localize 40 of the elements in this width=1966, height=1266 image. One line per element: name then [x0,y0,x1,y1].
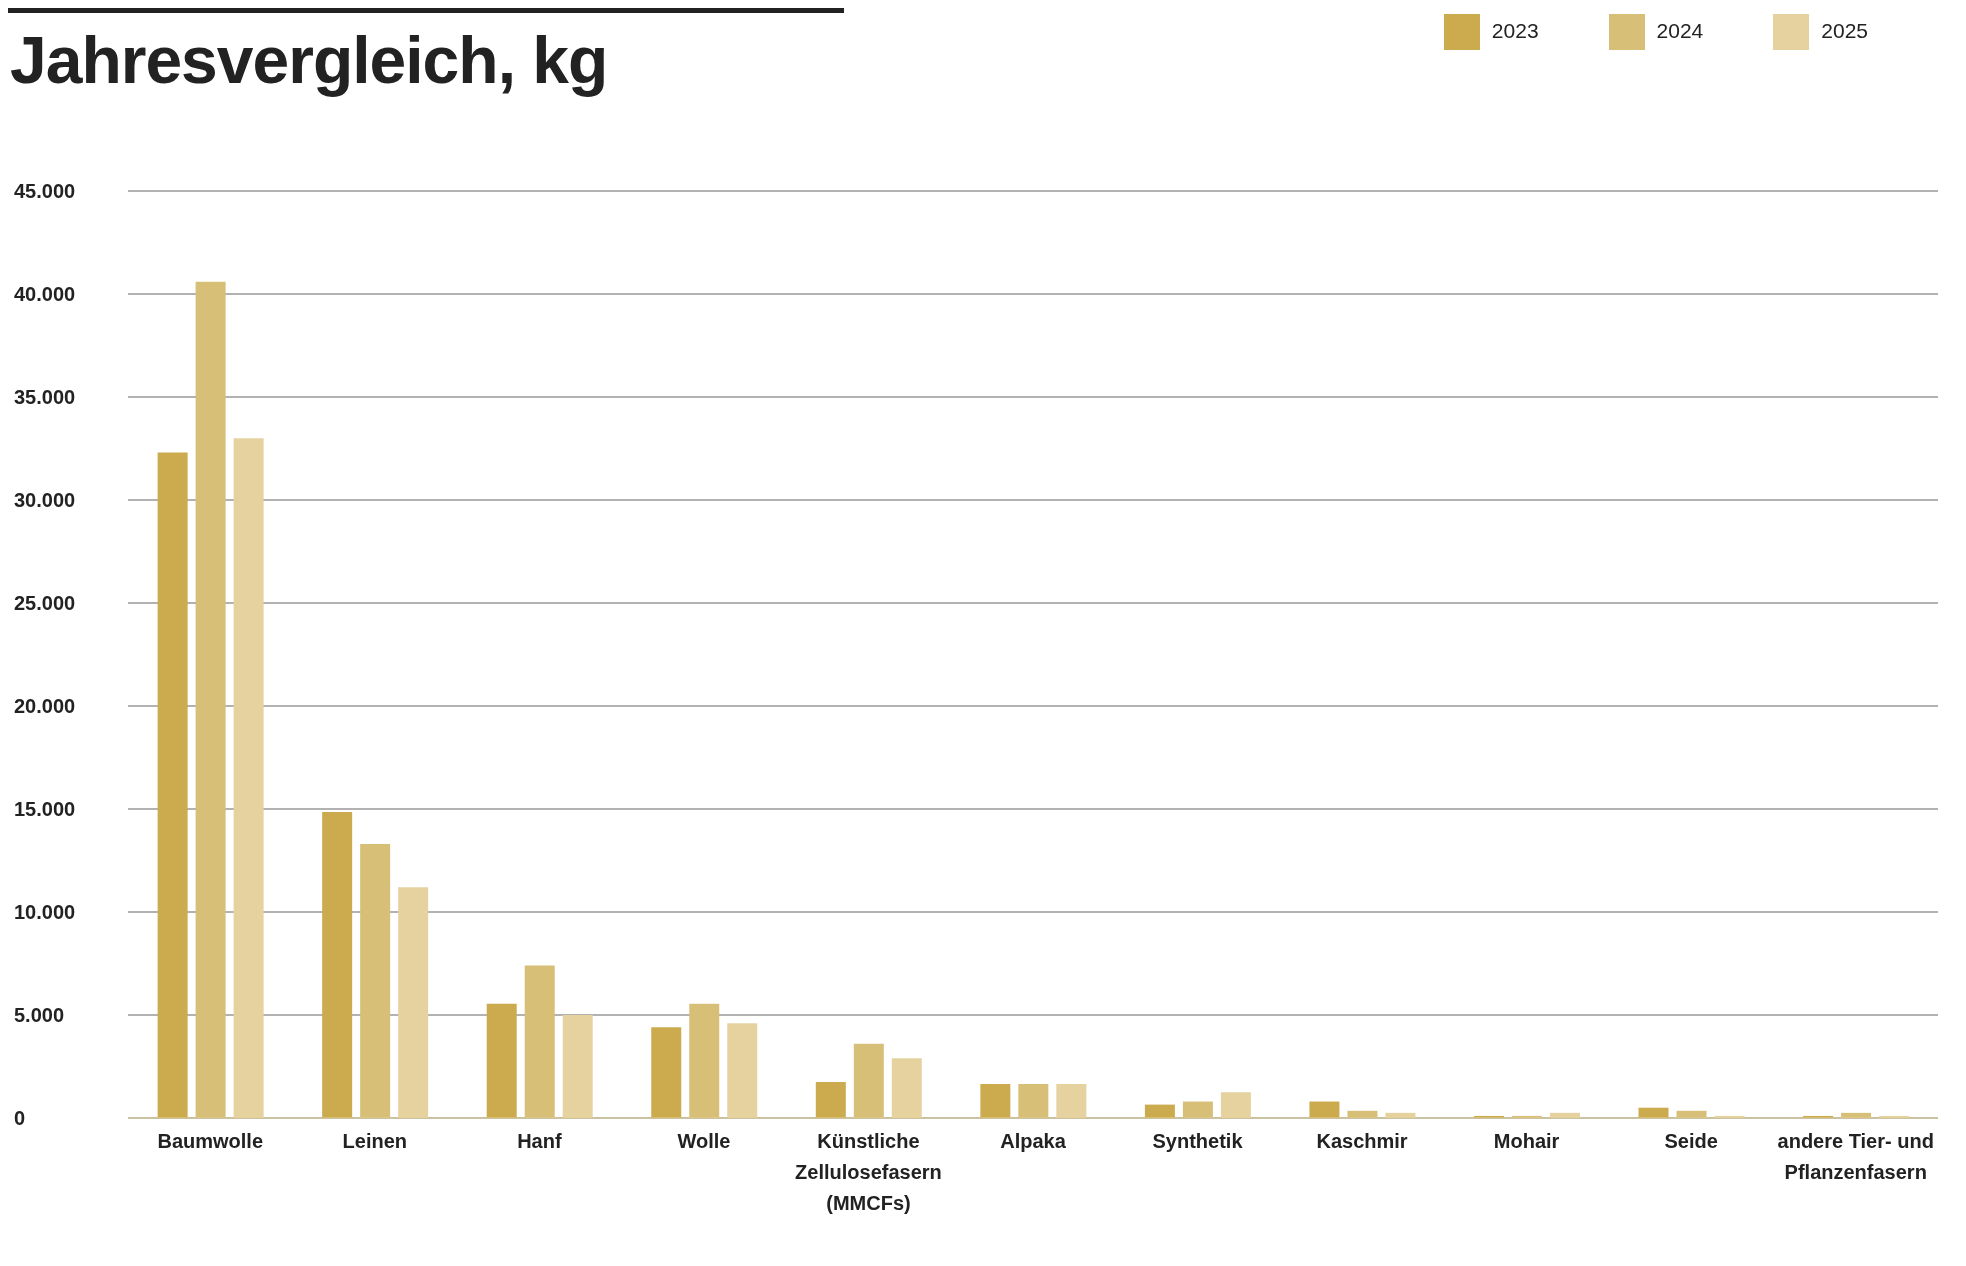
x-tick-label: Leinen [342,1130,408,1152]
bar [486,1003,517,1118]
legend-label: 2023 [1491,18,1539,42]
bar [853,1043,884,1118]
y-tick-label: 10.000 [14,901,76,924]
y-tick-label: 20.000 [14,695,76,718]
bar [1182,1101,1213,1118]
bar [651,1027,682,1118]
x-tick-label: Seide [1664,1130,1718,1152]
x-tick-label: Alpaka [1000,1130,1067,1152]
y-tick-label: 25.000 [14,592,76,615]
y-tick-label: 45.000 [14,180,76,203]
bar [524,965,555,1118]
bar [980,1084,1011,1118]
bar [322,812,353,1118]
bar [1018,1084,1049,1118]
y-tick-label: 15.000 [14,798,76,821]
legend-label: 2025 [1821,18,1868,42]
y-tick-label: 35.000 [14,386,76,409]
legend-label: 2024 [1656,18,1704,42]
bar [689,1003,720,1118]
bar [1309,1101,1340,1118]
y-tick-label: 0 [14,1107,26,1130]
x-tick-label: Mohair [1493,1130,1560,1152]
y-tick-label: 5.000 [14,1004,65,1027]
bar [815,1081,846,1118]
x-tick-label: Künstliche Zellulosefasern (MMCFs) [795,1130,942,1214]
x-tick-label: Hanf [517,1130,562,1152]
bar [157,452,188,1118]
x-tick-label: Wolle [677,1130,731,1152]
chart-title: Jahresvergleich, kg [10,22,608,98]
y-tick-label: 40.000 [14,283,76,306]
x-tick-label: Kaschmir [1316,1130,1408,1152]
x-tick-label: Synthetik [1152,1130,1244,1152]
x-tick-label: andere Tier- und Pflanzenfasern [1777,1130,1934,1183]
y-tick-label: 30.000 [14,489,76,512]
bar [1144,1104,1175,1118]
bar [360,844,391,1118]
x-tick-label: Baumwolle [157,1130,264,1152]
bar [195,281,226,1118]
